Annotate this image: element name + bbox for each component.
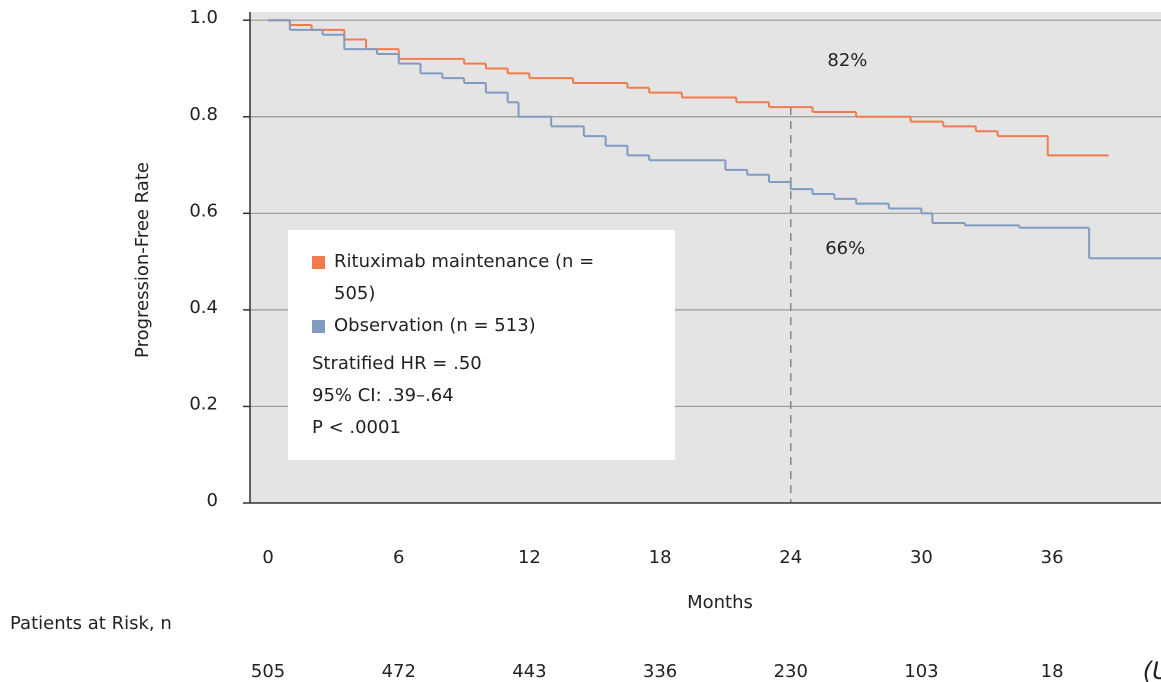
x-tick-label: 12 xyxy=(518,547,541,568)
x-tick-label: 30 xyxy=(910,547,933,568)
legend-label: Rituximab maintenance (n = 505) xyxy=(334,251,595,304)
x-tick-label: 18 xyxy=(649,547,672,568)
y-tick-label: 1.0 xyxy=(189,7,218,28)
x-axis-title: Months xyxy=(687,592,753,613)
y-tick-label: 0 xyxy=(207,490,218,511)
at-risk-count: 103 xyxy=(904,661,938,682)
legend-item: Observation (n = 513) xyxy=(312,310,622,342)
x-tick-label: 0 xyxy=(262,547,273,568)
stat-line: 95% CI: .39–.64 xyxy=(312,385,454,406)
y-tick-label: 0.2 xyxy=(189,393,218,414)
y-tick-label: 0.8 xyxy=(189,104,218,125)
at-risk-count: 336 xyxy=(643,661,677,682)
x-tick-label: 36 xyxy=(1041,547,1064,568)
at-risk-label: Patients at Risk, n xyxy=(10,613,172,634)
legend-swatch xyxy=(312,256,325,269)
at-risk-count: 18 xyxy=(1041,661,1064,682)
legend-label: Observation (n = 513) xyxy=(334,315,536,336)
annotation: 82% xyxy=(827,50,867,71)
annotation: 66% xyxy=(825,238,865,259)
stat-line: Stratified HR = .50 xyxy=(312,353,482,374)
legend: Rituximab maintenance (n = 505) Observat… xyxy=(288,230,675,460)
stat-line: P < .0001 xyxy=(312,417,401,438)
at-risk-count: (UN xyxy=(1143,657,1161,682)
legend-item: Rituximab maintenance (n = 505) xyxy=(312,246,622,310)
x-tick-label: 24 xyxy=(779,547,802,568)
at-risk-count: 443 xyxy=(512,661,546,682)
legend-swatch xyxy=(312,320,325,333)
x-tick-label: 6 xyxy=(393,547,404,568)
y-axis-title: Progression-Free Rate xyxy=(132,162,153,358)
y-tick-label: 0.6 xyxy=(189,200,218,221)
y-tick-label: 0.4 xyxy=(189,297,218,318)
at-risk-count: 472 xyxy=(382,661,416,682)
at-risk-count: 230 xyxy=(774,661,808,682)
at-risk-count: 505 xyxy=(251,661,285,682)
